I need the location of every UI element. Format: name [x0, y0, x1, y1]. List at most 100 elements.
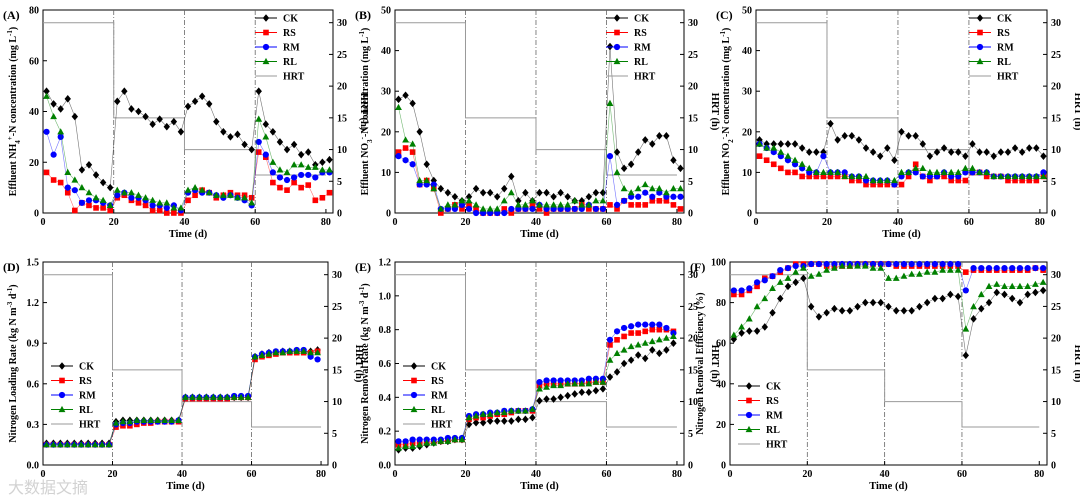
- point-rl: [800, 264, 807, 271]
- point-rl: [112, 419, 120, 426]
- point-ck: [248, 145, 255, 154]
- point-rl: [946, 266, 954, 273]
- point-rl: [912, 164, 920, 171]
- point-rl: [753, 303, 761, 310]
- point-rl: [522, 407, 529, 414]
- point-ck: [656, 349, 663, 358]
- point-rm: [501, 209, 508, 217]
- y-tick-label: 20: [381, 127, 391, 138]
- point-ck: [912, 132, 919, 140]
- point-rl: [205, 189, 213, 196]
- x-axis-label: Time (d): [169, 229, 208, 240]
- point-rl: [244, 393, 252, 400]
- point-rs: [529, 202, 536, 208]
- point-rs: [642, 202, 649, 208]
- legend-label: HRT: [997, 72, 1019, 83]
- y-tick-label: 0.0: [27, 461, 40, 472]
- point-ck: [738, 329, 745, 337]
- point-ck: [823, 308, 830, 317]
- point-rm: [877, 260, 884, 268]
- point-rs: [284, 187, 290, 193]
- point-rl: [745, 315, 753, 322]
- point-rs: [501, 206, 508, 212]
- point-ck: [939, 294, 946, 303]
- point-rs: [156, 207, 163, 214]
- x-tick-label: 40: [179, 217, 189, 228]
- point-rl: [827, 168, 834, 175]
- point-ck: [969, 140, 976, 148]
- point-rm: [677, 193, 684, 200]
- point-ck: [564, 391, 571, 400]
- point-rs: [770, 161, 777, 168]
- point-rs: [955, 177, 962, 184]
- point-ck: [241, 140, 248, 149]
- point-ck: [649, 346, 656, 354]
- point-rm: [508, 205, 515, 213]
- point-rl: [50, 441, 57, 448]
- point-rl: [777, 148, 785, 155]
- point-rs: [820, 173, 827, 180]
- legend-label: HRT: [283, 72, 305, 83]
- legend-label: RM: [997, 43, 1014, 54]
- point-rs: [656, 198, 663, 204]
- point-rs: [905, 173, 912, 180]
- legend-label: RS: [997, 28, 1010, 39]
- legend-marker: [613, 14, 621, 22]
- series-line-ck: [398, 46, 681, 202]
- point-rm: [885, 260, 892, 268]
- point-rs: [963, 269, 969, 275]
- point-rl: [976, 168, 983, 175]
- y2-axis-label: HRT (h): [709, 345, 720, 383]
- point-rm: [571, 205, 578, 213]
- x-tick-label: 80: [672, 217, 682, 228]
- point-rl: [1016, 282, 1024, 289]
- point-rl: [300, 347, 308, 354]
- point-ck: [1033, 144, 1040, 152]
- point-ck: [543, 188, 550, 197]
- point-ck: [57, 105, 64, 113]
- point-rm: [290, 174, 298, 181]
- point-ck: [606, 373, 614, 381]
- y2-tick-label: 20: [688, 82, 698, 93]
- point-ck: [578, 388, 585, 397]
- y2-tick-label: 0: [1051, 209, 1056, 220]
- point-rm: [128, 194, 135, 201]
- x-tick-label: 0: [41, 469, 46, 480]
- point-ck: [142, 112, 149, 121]
- point-rl: [493, 408, 501, 416]
- y2-tick-label: 25: [1051, 50, 1061, 61]
- point-rm: [823, 260, 830, 268]
- legend-label: RL: [283, 57, 297, 68]
- point-rl: [437, 437, 445, 444]
- point-rs: [834, 173, 841, 180]
- point-rs: [884, 181, 891, 188]
- point-ck: [908, 306, 915, 315]
- point-ck: [479, 188, 487, 197]
- point-ck: [933, 148, 941, 156]
- point-rs: [72, 207, 78, 214]
- point-rl: [472, 201, 480, 208]
- y-tick-label: 0: [721, 461, 726, 472]
- point-rm: [409, 161, 416, 168]
- x-tick-label: 60: [601, 469, 611, 480]
- legend-label: RM: [634, 43, 651, 54]
- point-ck: [529, 413, 536, 422]
- point-rl: [763, 144, 771, 151]
- y-tick-label: 40: [381, 46, 391, 57]
- y-tick-label: 1.2: [27, 298, 40, 309]
- point-rs: [799, 173, 805, 180]
- point-ck: [1032, 288, 1039, 297]
- point-rs: [43, 169, 50, 176]
- point-rl: [326, 166, 333, 173]
- point-ck: [472, 184, 480, 193]
- legend-marker: [263, 29, 269, 36]
- point-ck: [585, 388, 593, 397]
- point-ck: [877, 298, 884, 307]
- point-rs: [621, 333, 627, 340]
- point-rl: [191, 184, 199, 191]
- point-rl: [784, 274, 792, 281]
- point-ck: [465, 192, 473, 201]
- y2-axis-label: HRT (h): [353, 345, 364, 383]
- legend-marker: [976, 43, 984, 51]
- point-rm: [753, 279, 761, 286]
